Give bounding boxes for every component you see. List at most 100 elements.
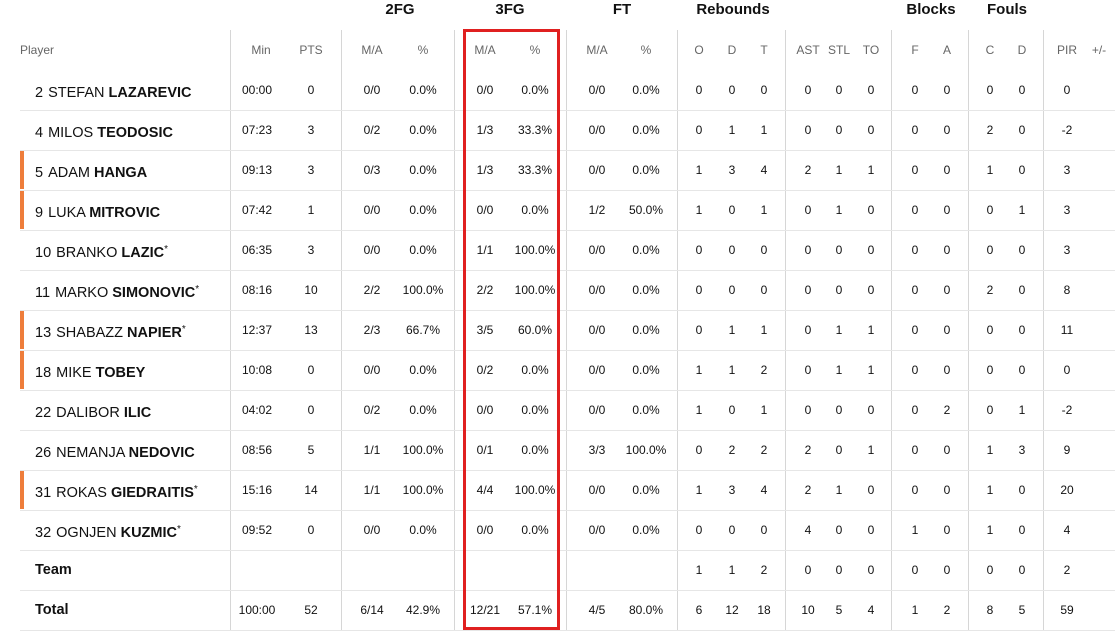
col-header-stl[interactable]: STL xyxy=(827,43,850,57)
cell-fg2-ma: 0/0 xyxy=(363,203,381,217)
col-header-3fg-pct[interactable]: % xyxy=(529,43,541,57)
player-name-link[interactable]: 5 ADAM HANGA xyxy=(35,150,147,190)
col-header-reb-d[interactable]: D xyxy=(727,43,737,57)
col-header-ft-ma[interactable]: M/A xyxy=(586,43,608,57)
cell-pm xyxy=(1086,430,1112,470)
col-header-ft-pct[interactable]: % xyxy=(640,43,652,57)
player-name-link[interactable]: 11 MARKO SIMONOVIC* xyxy=(35,270,199,310)
cell-t: 1 xyxy=(760,203,768,217)
group-header-blocks: Blocks xyxy=(906,1,956,18)
player-name-link[interactable]: 31 ROKAS GIEDRAITIS* xyxy=(35,470,198,510)
col-header-fouls-c[interactable]: C xyxy=(985,43,995,57)
col-header-pts[interactable]: PTS xyxy=(299,43,323,57)
cell-ba: 0 xyxy=(943,363,951,377)
table-row: 5 ADAM HANGA 09:13 3 0/3 0.0% 1/3 33.3% 0/0 0.0% 1… xyxy=(20,150,1115,191)
cell-min: 08:56 xyxy=(241,443,273,457)
cell-fg2-ma: 0/0 xyxy=(363,243,381,257)
cell-fc: 0 xyxy=(986,403,994,417)
column-divider xyxy=(891,30,892,630)
player-name-link[interactable]: 9 LUKA MITROVIC xyxy=(35,190,160,230)
cell-ft-pct: 80.0% xyxy=(628,603,664,617)
table-row: 22 DALIBOR ILIC 04:02 0 0/2 0.0% 0/0 0.0% 0/0 0.0… xyxy=(20,390,1115,431)
cell-bf: 0 xyxy=(911,203,919,217)
cell-to: 1 xyxy=(867,363,875,377)
cell-ft-ma: 0/0 xyxy=(588,403,606,417)
cell-d: 2 xyxy=(728,443,736,457)
cell-fc: 1 xyxy=(986,443,994,457)
group-header-rebounds: Rebounds xyxy=(696,1,770,18)
player-name-link[interactable]: 10 BRANKO LAZIC* xyxy=(35,230,168,270)
cell-fg3-ma: 0/2 xyxy=(476,363,494,377)
col-header-fouls-d[interactable]: D xyxy=(1017,43,1027,57)
cell-fg2-ma: 2/3 xyxy=(363,323,381,337)
cell-pir: 0 xyxy=(1063,363,1071,377)
cell-fd: 0 xyxy=(1018,363,1026,377)
player-name-link[interactable]: 2 STEFAN LAZAREVIC xyxy=(35,70,192,110)
player-first-name: ROKAS xyxy=(56,485,107,501)
starter-indicator xyxy=(20,311,24,349)
player-first-name: STEFAN xyxy=(48,85,105,101)
player-star-marker: * xyxy=(181,324,186,335)
col-header-plusminus[interactable]: +/- xyxy=(1091,43,1107,57)
col-header-pir[interactable]: PIR xyxy=(1056,43,1077,57)
cell-t: 1 xyxy=(760,323,768,337)
cell-ba: 2 xyxy=(943,603,951,617)
cell-fc: 1 xyxy=(986,163,994,177)
cell-fg3-pct: 33.3% xyxy=(517,163,553,177)
cell-pts xyxy=(291,550,331,590)
cell-fg2-pct: 100.0% xyxy=(402,483,444,497)
total-row: Total 100:00 52 6/14 42.9% 12/21 57.1% 4/5 80.0%… xyxy=(20,590,1115,631)
cell-pir: -2 xyxy=(1061,403,1073,417)
cell-fg3-ma: 4/4 xyxy=(476,483,494,497)
cell-fg2-pct: 0.0% xyxy=(409,523,437,537)
cell-fg2-pct xyxy=(400,550,446,590)
col-header-reb-t[interactable]: T xyxy=(760,43,768,57)
cell-bf: 0 xyxy=(911,443,919,457)
col-header-2fg-ma[interactable]: M/A xyxy=(361,43,383,57)
cell-t: 1 xyxy=(760,123,768,137)
col-header-blk-f[interactable]: F xyxy=(911,43,919,57)
player-name-link[interactable]: 18 MIKE TOBEY xyxy=(35,350,145,390)
cell-to: 0 xyxy=(867,283,875,297)
cell-ba: 0 xyxy=(943,323,951,337)
cell-ft-pct: 0.0% xyxy=(632,283,660,297)
col-header-reb-o[interactable]: O xyxy=(694,43,704,57)
col-header-2fg-pct[interactable]: % xyxy=(417,43,429,57)
cell-o: 0 xyxy=(695,123,703,137)
cell-pts: 1 xyxy=(307,203,315,217)
cell-ft-ma: 0/0 xyxy=(588,523,606,537)
col-header-min[interactable]: Min xyxy=(251,43,271,57)
col-header-ast[interactable]: AST xyxy=(796,43,820,57)
player-name-link[interactable]: 26 NEMANJA NEDOVIC xyxy=(35,430,195,470)
cell-fg2-ma: 0/3 xyxy=(363,163,381,177)
col-header-blk-a[interactable]: A xyxy=(942,43,951,57)
cell-stl: 0 xyxy=(835,563,843,577)
cell-pts: 52 xyxy=(304,603,318,617)
cell-o: 1 xyxy=(695,403,703,417)
cell-fc: 0 xyxy=(986,323,994,337)
column-divider xyxy=(1043,30,1044,630)
player-number: 5 xyxy=(35,165,44,181)
player-name-link[interactable]: 32 OGNJEN KUZMIC* xyxy=(35,510,181,550)
col-header-to[interactable]: TO xyxy=(862,43,880,57)
team-row: Team 1 1 2 0 0 0 0 0 0 0 2 xyxy=(20,550,1115,591)
player-number: 2 xyxy=(35,85,44,101)
player-name-link[interactable]: 22 DALIBOR ILIC xyxy=(35,390,151,430)
cell-to: 0 xyxy=(867,123,875,137)
col-header-player[interactable]: Player xyxy=(20,43,55,57)
cell-fg2-pct: 0.0% xyxy=(409,83,437,97)
player-name-link[interactable]: 4 MILOS TEODOSIC xyxy=(35,110,173,150)
col-header-3fg-ma[interactable]: M/A xyxy=(474,43,496,57)
player-last-name: NEDOVIC xyxy=(128,445,195,461)
cell-ft-ma: 4/5 xyxy=(588,603,606,617)
cell-ba: 0 xyxy=(943,443,951,457)
player-number: 4 xyxy=(35,125,44,141)
group-header-2fg: 2FG xyxy=(385,1,415,18)
cell-ft-pct: 0.0% xyxy=(632,403,660,417)
player-name-link[interactable]: 13 SHABAZZ NAPIER* xyxy=(35,310,186,350)
cell-bf: 0 xyxy=(911,83,919,97)
cell-fg2-pct: 0.0% xyxy=(409,163,437,177)
column-divider xyxy=(566,30,567,630)
cell-d: 12 xyxy=(725,603,739,617)
cell-fg3-pct: 33.3% xyxy=(517,123,553,137)
